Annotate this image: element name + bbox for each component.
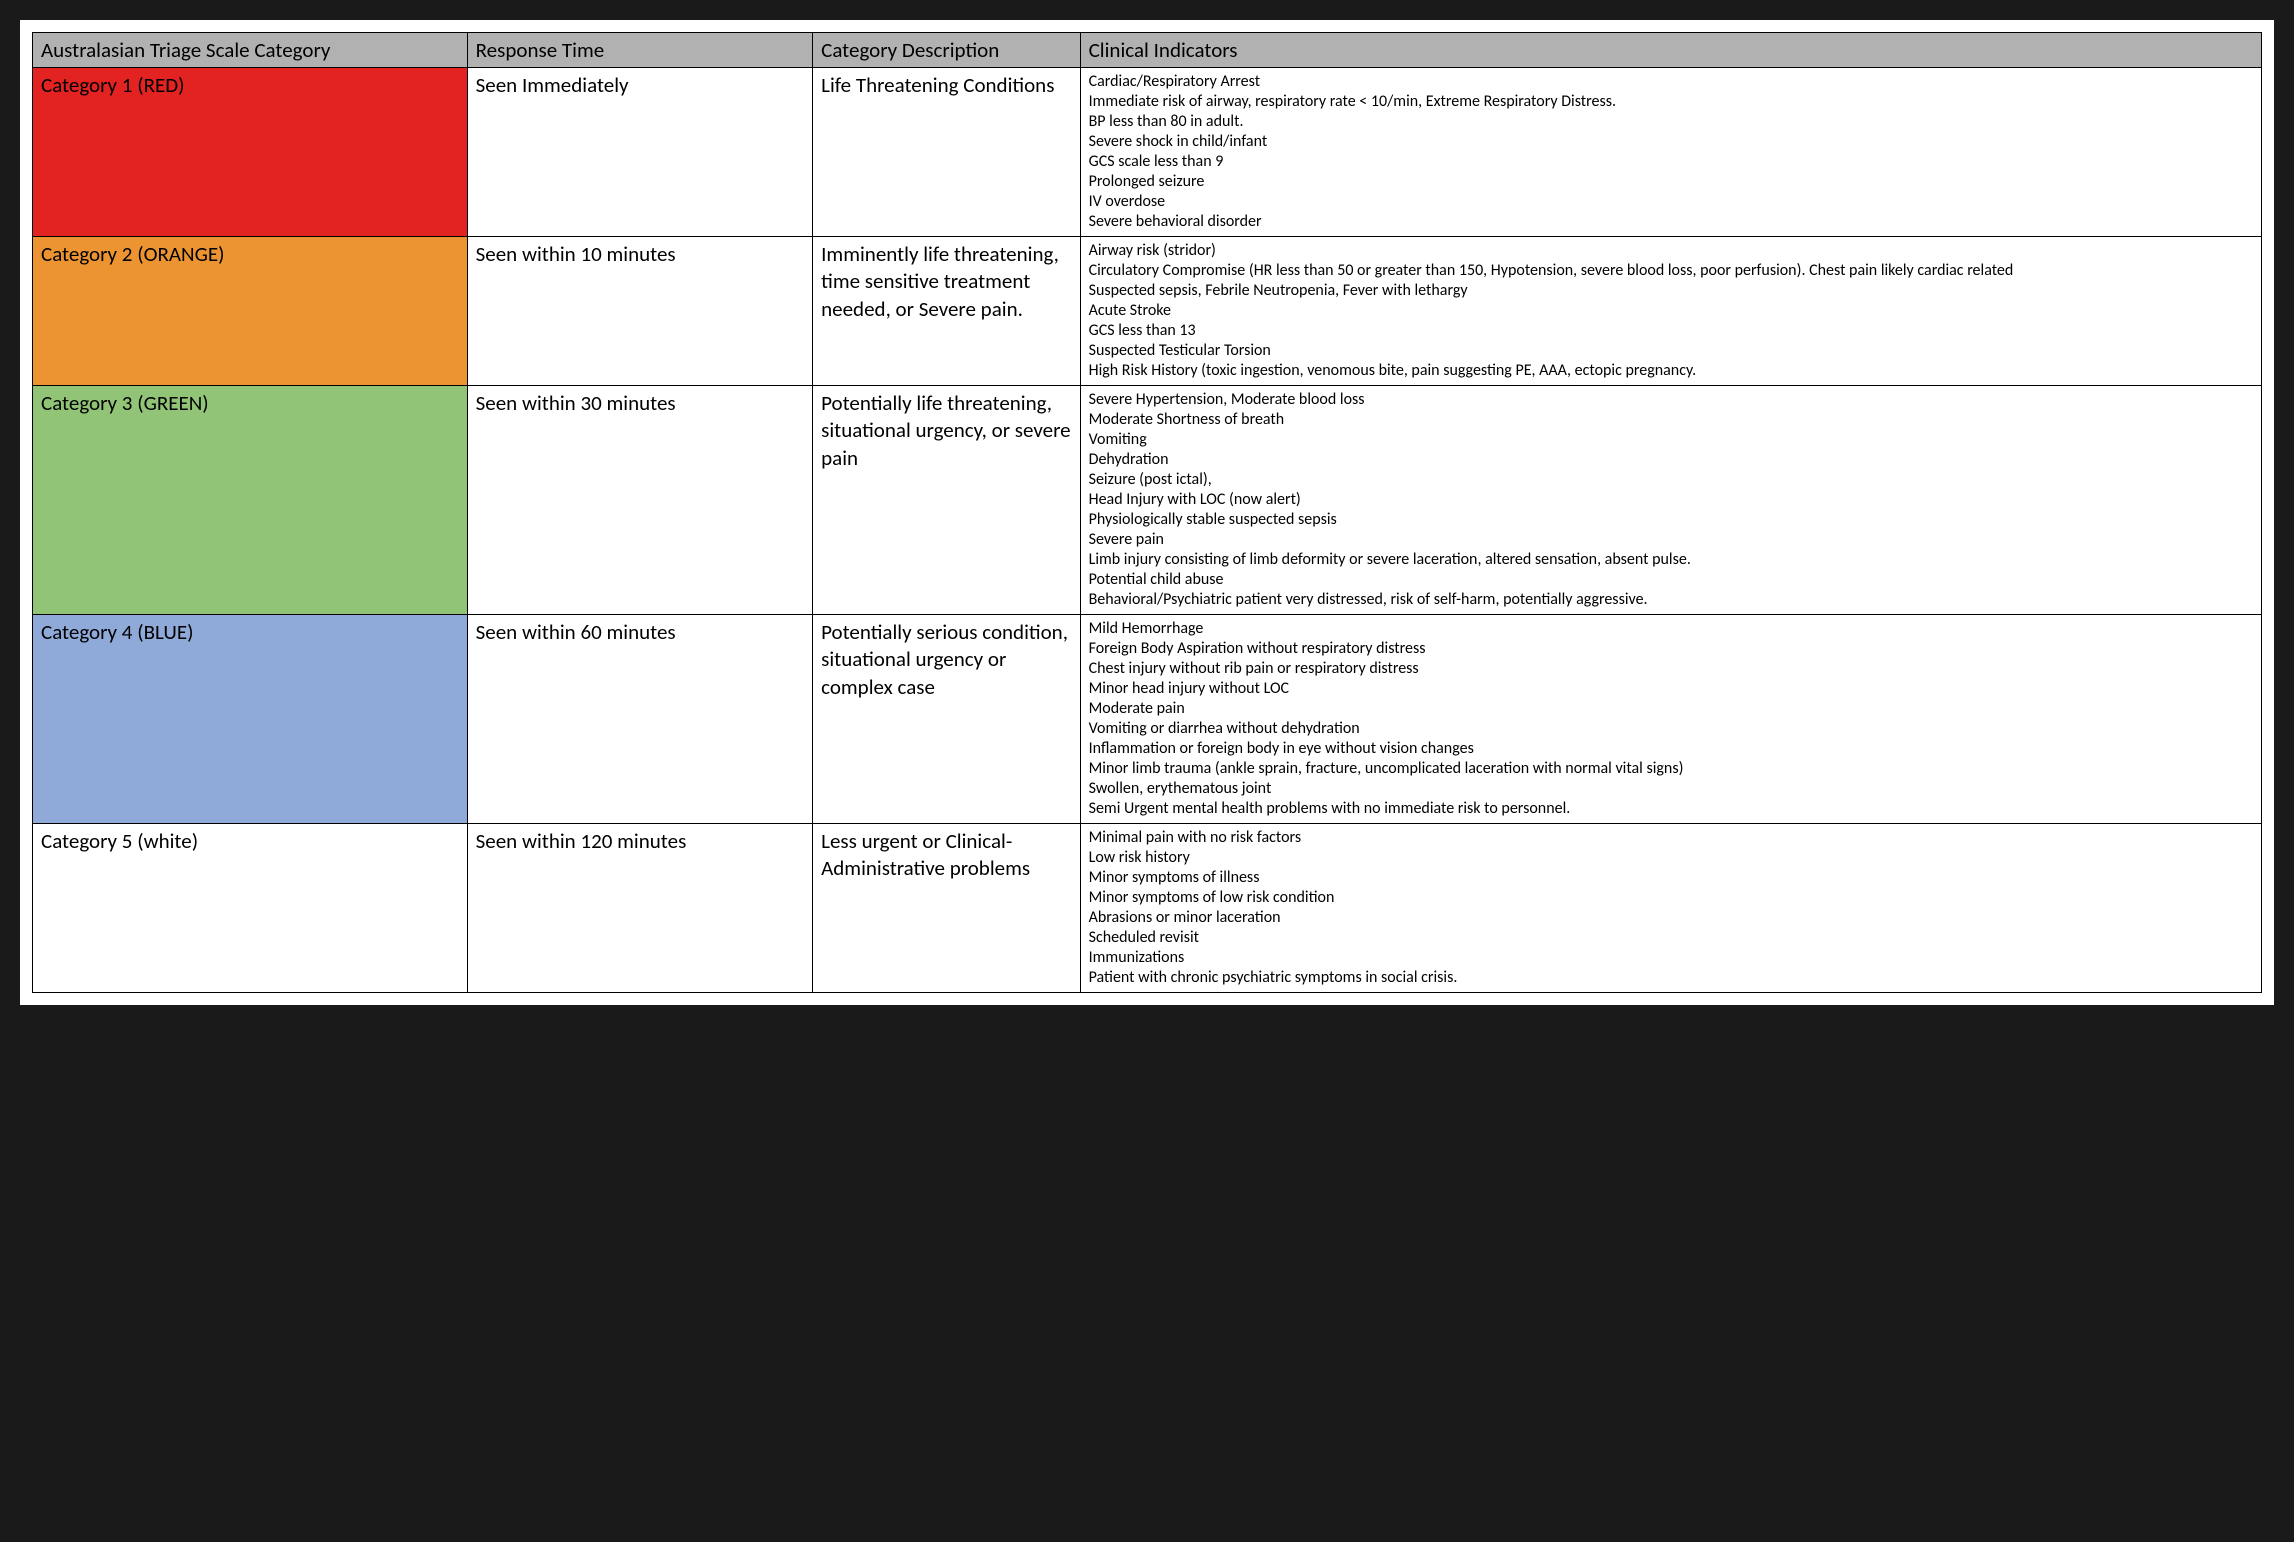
indicator-line: Moderate pain xyxy=(1089,699,2253,719)
indicators-cell: Airway risk (stridor)Circulatory Comprom… xyxy=(1080,237,2261,386)
indicator-line: Suspected sepsis, Febrile Neutropenia, F… xyxy=(1089,281,2253,301)
table-row: Category 1 (RED)Seen ImmediatelyLife Thr… xyxy=(33,68,2262,237)
indicator-line: Swollen, erythematous joint xyxy=(1089,779,2253,799)
response-cell: Seen within 60 minutes xyxy=(467,615,812,824)
table-row: Category 3 (GREEN)Seen within 30 minutes… xyxy=(33,386,2262,615)
header-description: Category Description xyxy=(813,33,1080,68)
category-cell: Category 3 (GREEN) xyxy=(33,386,468,615)
category-cell: Category 5 (white) xyxy=(33,824,468,993)
response-cell: Seen within 30 minutes xyxy=(467,386,812,615)
indicator-line: Acute Stroke xyxy=(1089,301,2253,321)
indicator-line: Minimal pain with no risk factors xyxy=(1089,828,2253,848)
indicator-line: Scheduled revisit xyxy=(1089,928,2253,948)
indicators-cell: Severe Hypertension, Moderate blood loss… xyxy=(1080,386,2261,615)
indicator-line: Behavioral/Psychiatric patient very dist… xyxy=(1089,590,2253,610)
indicator-line: Prolonged seizure xyxy=(1089,172,2253,192)
indicator-line: Limb injury consisting of limb deformity… xyxy=(1089,550,2253,570)
description-cell: Potentially life threatening, situationa… xyxy=(813,386,1080,615)
response-cell: Seen Immediately xyxy=(467,68,812,237)
indicator-line: Potential child abuse xyxy=(1089,570,2253,590)
indicators-cell: Cardiac/Respiratory ArrestImmediate risk… xyxy=(1080,68,2261,237)
indicator-line: Airway risk (stridor) xyxy=(1089,241,2253,261)
category-cell: Category 4 (BLUE) xyxy=(33,615,468,824)
indicator-line: Minor limb trauma (ankle sprain, fractur… xyxy=(1089,759,2253,779)
category-cell: Category 2 (ORANGE) xyxy=(33,237,468,386)
indicator-line: Physiologically stable suspected sepsis xyxy=(1089,510,2253,530)
table-header: Australasian Triage Scale Category Respo… xyxy=(33,33,2262,68)
indicator-line: Severe pain xyxy=(1089,530,2253,550)
indicator-line: GCS less than 13 xyxy=(1089,321,2253,341)
indicator-line: Mild Hemorrhage xyxy=(1089,619,2253,639)
indicator-line: Inflammation or foreign body in eye with… xyxy=(1089,739,2253,759)
indicator-line: Severe Hypertension, Moderate blood loss xyxy=(1089,390,2253,410)
indicator-line: High Risk History (toxic ingestion, veno… xyxy=(1089,361,2253,381)
indicator-line: Minor head injury without LOC xyxy=(1089,679,2253,699)
response-cell: Seen within 120 minutes xyxy=(467,824,812,993)
table-body: Category 1 (RED)Seen ImmediatelyLife Thr… xyxy=(33,68,2262,993)
indicator-line: IV overdose xyxy=(1089,192,2253,212)
indicator-line: GCS scale less than 9 xyxy=(1089,152,2253,172)
table-row: Category 5 (white)Seen within 120 minute… xyxy=(33,824,2262,993)
header-row: Australasian Triage Scale Category Respo… xyxy=(33,33,2262,68)
description-cell: Imminently life threatening, time sensit… xyxy=(813,237,1080,386)
indicators-cell: Mild HemorrhageForeign Body Aspiration w… xyxy=(1080,615,2261,824)
description-cell: Life Threatening Conditions xyxy=(813,68,1080,237)
indicator-line: Severe shock in child/infant xyxy=(1089,132,2253,152)
indicator-line: BP less than 80 in adult. xyxy=(1089,112,2253,132)
triage-table: Australasian Triage Scale Category Respo… xyxy=(32,32,2262,993)
table-row: Category 2 (ORANGE)Seen within 10 minute… xyxy=(33,237,2262,386)
category-cell: Category 1 (RED) xyxy=(33,68,468,237)
indicator-line: Cardiac/Respiratory Arrest xyxy=(1089,72,2253,92)
indicator-line: Chest injury without rib pain or respira… xyxy=(1089,659,2253,679)
description-cell: Less urgent or Clinical-Administrative p… xyxy=(813,824,1080,993)
table-row: Category 4 (BLUE)Seen within 60 minutesP… xyxy=(33,615,2262,824)
indicator-line: Semi Urgent mental health problems with … xyxy=(1089,799,2253,819)
description-cell: Potentially serious condition, situation… xyxy=(813,615,1080,824)
response-cell: Seen within 10 minutes xyxy=(467,237,812,386)
indicator-line: Abrasions or minor laceration xyxy=(1089,908,2253,928)
indicator-line: Immunizations xyxy=(1089,948,2253,968)
indicator-line: Moderate Shortness of breath xyxy=(1089,410,2253,430)
indicator-line: Seizure (post ictal), xyxy=(1089,470,2253,490)
indicator-line: Minor symptoms of low risk condition xyxy=(1089,888,2253,908)
indicators-cell: Minimal pain with no risk factorsLow ris… xyxy=(1080,824,2261,993)
indicator-line: Patient with chronic psychiatric symptom… xyxy=(1089,968,2253,988)
header-indicators: Clinical Indicators xyxy=(1080,33,2261,68)
header-response: Response Time xyxy=(467,33,812,68)
indicator-line: Dehydration xyxy=(1089,450,2253,470)
indicator-line: Circulatory Compromise (HR less than 50 … xyxy=(1089,261,2253,281)
indicator-line: Low risk history xyxy=(1089,848,2253,868)
indicator-line: Vomiting or diarrhea without dehydration xyxy=(1089,719,2253,739)
indicator-line: Foreign Body Aspiration without respirat… xyxy=(1089,639,2253,659)
indicator-line: Minor symptoms of illness xyxy=(1089,868,2253,888)
indicator-line: Severe behavioral disorder xyxy=(1089,212,2253,232)
page-container: Australasian Triage Scale Category Respo… xyxy=(20,20,2274,1005)
indicator-line: Immediate risk of airway, respiratory ra… xyxy=(1089,92,2253,112)
header-category: Australasian Triage Scale Category xyxy=(33,33,468,68)
indicator-line: Head Injury with LOC (now alert) xyxy=(1089,490,2253,510)
indicator-line: Vomiting xyxy=(1089,430,2253,450)
indicator-line: Suspected Testicular Torsion xyxy=(1089,341,2253,361)
